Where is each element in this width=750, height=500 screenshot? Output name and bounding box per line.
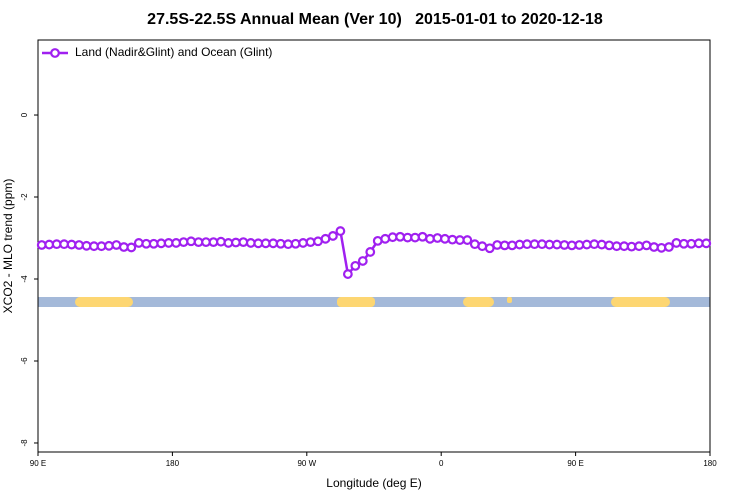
legend-marker xyxy=(50,48,60,58)
point xyxy=(126,242,137,253)
y-tick-label: -2 xyxy=(20,193,29,201)
x-tick-label: 90 W xyxy=(297,459,316,468)
point xyxy=(484,243,495,254)
point xyxy=(342,269,353,279)
y-tick-label: 0 xyxy=(20,112,29,117)
x-tick-label: 90 E xyxy=(30,459,46,468)
y-axis-label: XCO2 - MLO trend (ppm) xyxy=(1,179,15,314)
point xyxy=(380,233,391,244)
legend-label: Land (Nadir&Glint) and Ocean (Glint) xyxy=(75,45,272,59)
x-tick-label: 180 xyxy=(166,459,180,468)
point xyxy=(701,238,712,249)
x-tick-label: 90 E xyxy=(567,459,583,468)
x-axis-label: Longitude (deg E) xyxy=(326,476,421,490)
y-tick-label: -6 xyxy=(20,357,29,365)
point xyxy=(328,231,338,241)
x-tick-label: 180 xyxy=(703,459,717,468)
point xyxy=(641,240,652,251)
point xyxy=(335,226,346,236)
land-ocean-band xyxy=(38,297,710,307)
x-tick-label: 0 xyxy=(439,459,444,468)
point xyxy=(357,256,368,266)
point xyxy=(365,247,376,257)
point xyxy=(664,242,674,252)
y-tick-label: -8 xyxy=(20,439,29,447)
point xyxy=(462,235,473,245)
chart-title: 27.5S-22.5S Annual Mean (Ver 10) 2015-01… xyxy=(147,11,603,28)
point xyxy=(350,260,361,271)
y-tick-label: -4 xyxy=(20,275,29,283)
point xyxy=(216,236,226,247)
